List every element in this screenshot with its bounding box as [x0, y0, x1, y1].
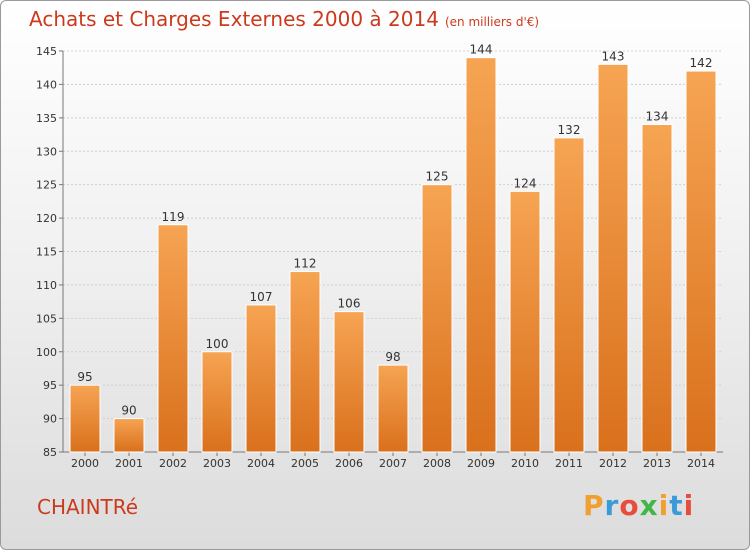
logo-letter: o: [619, 489, 640, 522]
x-tick-label: 2003: [203, 457, 231, 470]
x-tick-label: 2013: [643, 457, 671, 470]
x-tick-label: 2012: [599, 457, 627, 470]
x-tick-label: 2001: [115, 457, 143, 470]
logo-letter: x: [639, 489, 659, 522]
proxiti-logo[interactable]: Proxiti: [583, 489, 694, 522]
y-tick-label: 95: [43, 379, 57, 392]
bar-2001: [113, 418, 145, 453]
y-tick-label: 140: [36, 78, 57, 91]
value-label: 106: [338, 297, 361, 311]
y-tick-label: 115: [36, 246, 57, 259]
value-label: 119: [162, 210, 185, 224]
x-tick-label: 2008: [423, 457, 451, 470]
y-tick-label: 145: [36, 45, 57, 58]
y-tick-label: 85: [43, 446, 57, 459]
y-tick-label: 120: [36, 212, 57, 225]
x-tick-label: 2010: [511, 457, 539, 470]
value-label: 112: [294, 257, 317, 271]
x-tick-label: 2002: [159, 457, 187, 470]
x-tick-label: 2005: [291, 457, 319, 470]
y-tick-label: 130: [36, 145, 57, 158]
logo-letter: P: [583, 489, 605, 522]
value-label: 90: [121, 404, 136, 418]
value-label: 95: [77, 370, 92, 384]
logo-letter: i: [658, 489, 670, 522]
data-labels: 95 90 119 100 107 112 106 98 125 144 124 132 143 134 1…: [77, 43, 712, 418]
title-text: Achats et Charges Externes 2000 à 2014: [29, 7, 439, 31]
bar-2010: [509, 190, 541, 453]
x-tick-label: 2004: [247, 457, 275, 470]
x-tick-label: 2014: [687, 457, 715, 470]
y-tick-label: 135: [36, 112, 57, 125]
bar-2000: [69, 384, 101, 453]
bar-2011: [553, 137, 585, 453]
value-label: 143: [602, 49, 625, 63]
value-label: 100: [206, 337, 229, 351]
bar-2007: [377, 364, 409, 453]
x-tick-label: 2009: [467, 457, 495, 470]
bar-2014: [685, 70, 717, 453]
bar-2013: [641, 124, 673, 453]
value-label: 144: [470, 43, 493, 57]
logo-letter: t: [669, 489, 684, 522]
value-label: 98: [385, 350, 400, 364]
bar-2004: [245, 304, 277, 453]
value-label: 125: [426, 170, 449, 184]
bars: [69, 57, 717, 453]
chart-subtitle: (en milliers d'€): [444, 15, 540, 29]
value-label: 134: [646, 110, 669, 124]
logo-letter: i: [683, 489, 695, 522]
y-tick-label: 125: [36, 179, 57, 192]
x-tick-label: 2011: [555, 457, 583, 470]
place-name: CHAINTRé: [37, 495, 139, 519]
value-label: 132: [558, 123, 581, 137]
x-tick-label: 2000: [71, 457, 99, 470]
bar-2005: [289, 271, 321, 453]
bar-2003: [201, 351, 233, 453]
logo-letter: r: [604, 489, 620, 522]
y-tick-label: 105: [36, 312, 57, 325]
y-tick-label: 90: [43, 413, 57, 426]
y-tick-label: 110: [36, 279, 57, 292]
bar-2006: [333, 311, 365, 453]
bar-2012: [597, 63, 629, 453]
y-tick-label: 100: [36, 346, 57, 359]
x-tick-label: 2007: [379, 457, 407, 470]
bar-2002: [157, 224, 189, 453]
chart-title: Achats et Charges Externes 2000 à 2014 (e…: [29, 7, 539, 31]
bar-2009: [465, 57, 497, 453]
value-label: 142: [690, 56, 713, 70]
value-label: 124: [514, 176, 537, 190]
bar-2008: [421, 184, 453, 453]
x-tick-label: 2006: [335, 457, 363, 470]
value-label: 107: [250, 290, 273, 304]
